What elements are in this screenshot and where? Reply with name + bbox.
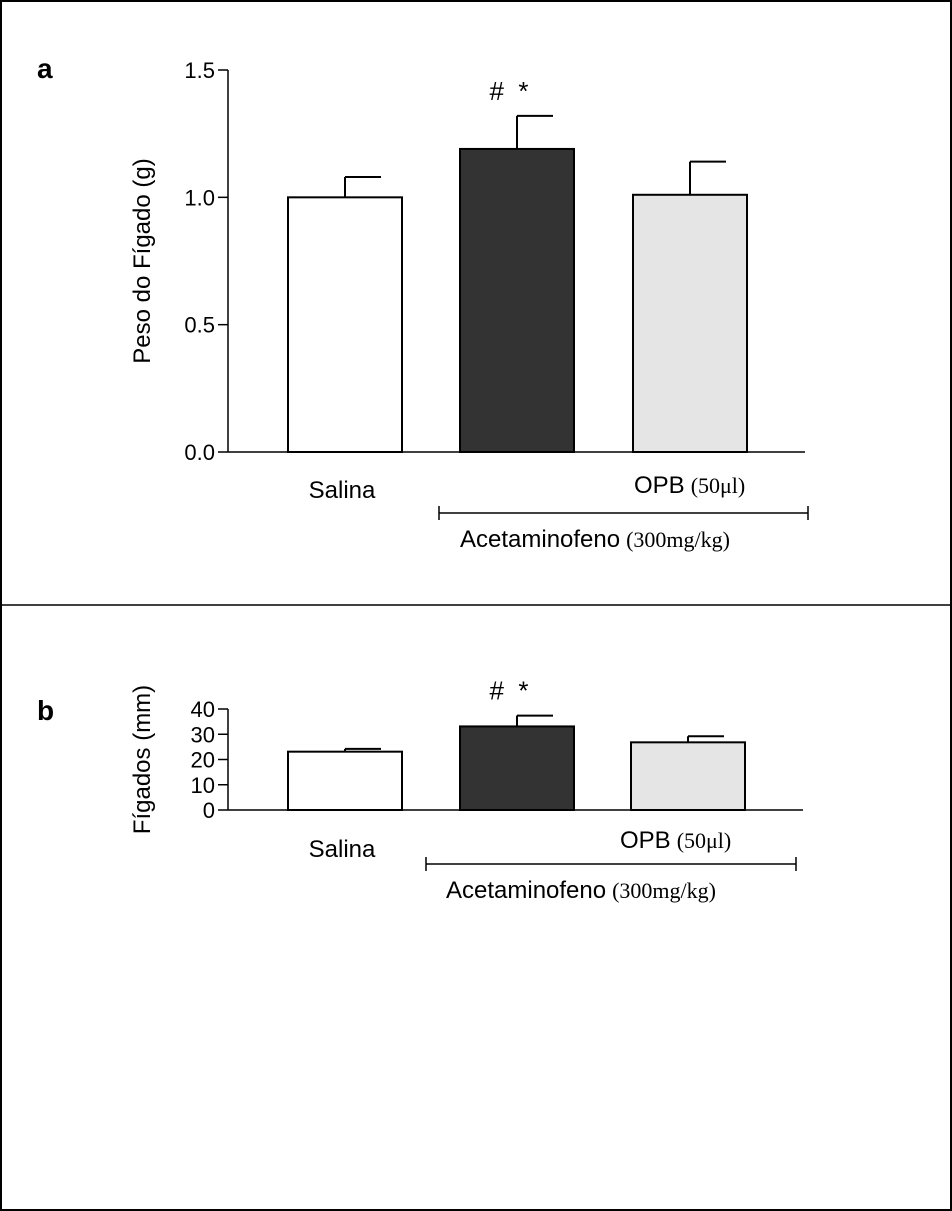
y-axis-title: Fígados (mm) <box>129 685 156 834</box>
y-tick-label: 1.5 <box>184 58 215 83</box>
y-tick-label: 0.0 <box>184 440 215 465</box>
category-label-opb: OPB (50μl) <box>634 472 745 499</box>
significance-marker: # * <box>489 676 528 706</box>
significance-marker: # * <box>489 76 528 106</box>
y-tick-label: 0.5 <box>184 313 215 338</box>
panel-letter: b <box>37 695 54 726</box>
y-axis-title: Peso do Fígado (g) <box>129 158 156 363</box>
opb-dose: (50μl) <box>691 473 746 498</box>
panel-a: a 0.0 0.5 1.0 1.5 Peso do Fígado (g) # * Salina… <box>37 53 809 553</box>
opb-dose: (50μl) <box>677 828 732 853</box>
bar-2 <box>630 741 746 812</box>
bar-0 <box>287 196 403 453</box>
y-tick-label: 0 <box>203 798 215 823</box>
opb-main: OPB <box>620 827 671 854</box>
category-label-salina: Salina <box>309 477 376 504</box>
bar-1 <box>459 725 575 811</box>
bar-2 <box>632 193 748 454</box>
category-label-salina: Salina <box>309 836 376 863</box>
bar-0 <box>287 750 403 811</box>
group-dose: (300mg/kg) <box>626 527 730 552</box>
group-label-acetaminofeno: Acetaminofeno (300mg/kg) <box>446 877 716 904</box>
y-tick-label: 40 <box>191 697 215 722</box>
group-main: Acetaminofeno <box>460 526 620 553</box>
y-tick-label: 1.0 <box>184 185 215 210</box>
y-tick-label: 10 <box>191 773 215 798</box>
group-label-acetaminofeno: Acetaminofeno (300mg/kg) <box>460 526 730 553</box>
y-tick-label: 30 <box>191 722 215 747</box>
bar-1 <box>459 147 575 454</box>
group-dose: (300mg/kg) <box>612 878 716 903</box>
category-label-opb: OPB (50μl) <box>620 827 731 854</box>
opb-main: OPB <box>634 472 685 499</box>
y-tick-label: 20 <box>191 748 215 773</box>
group-main: Acetaminofeno <box>446 877 606 904</box>
panel-letter: a <box>37 53 53 84</box>
